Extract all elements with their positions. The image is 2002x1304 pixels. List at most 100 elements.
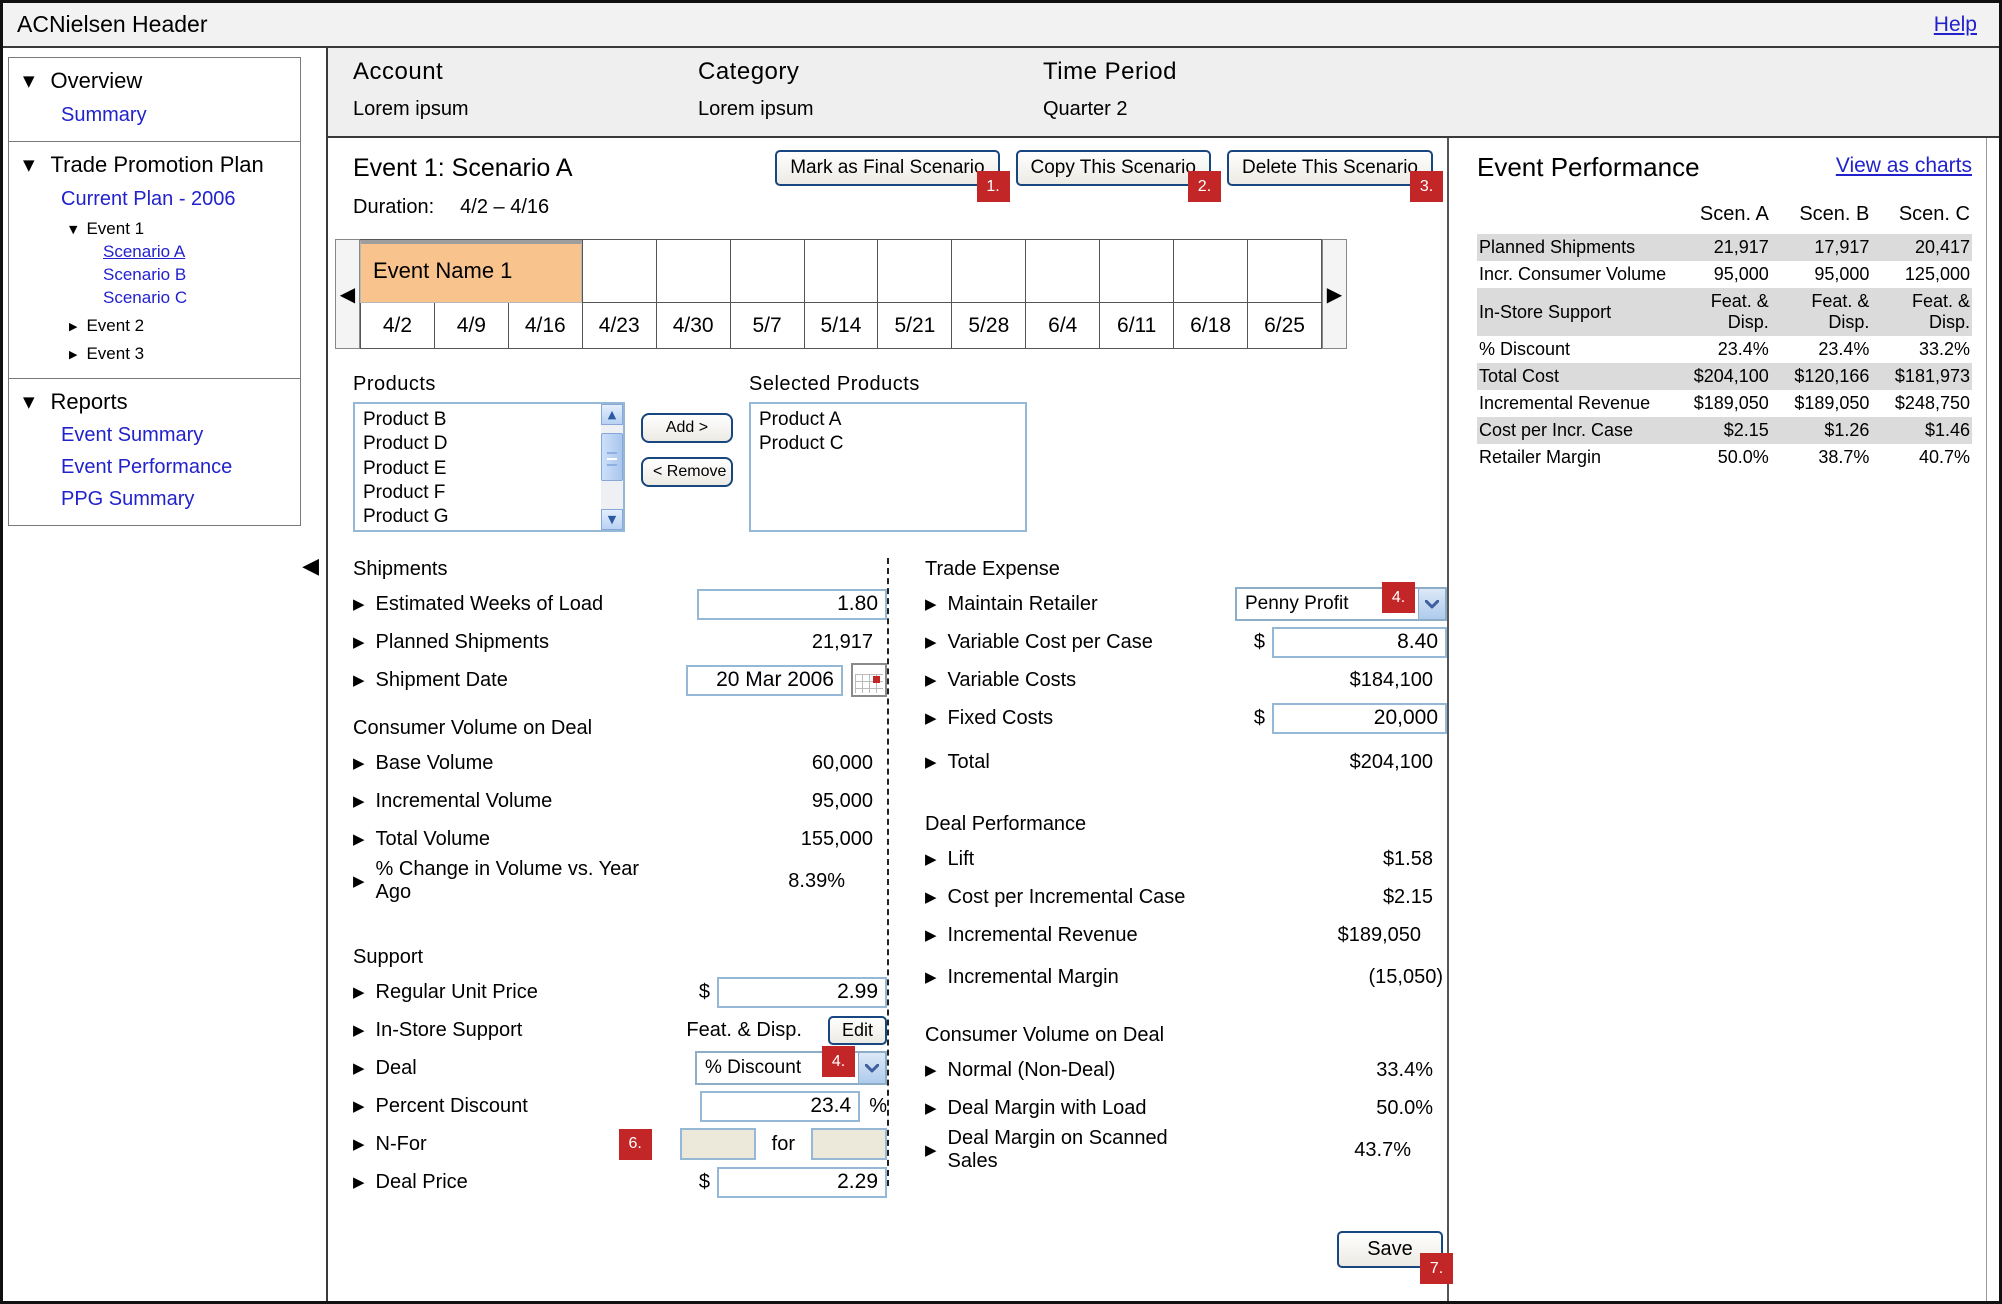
annotation-badge-3: 3. (1410, 171, 1443, 202)
tree-item-event-3[interactable]: ▶ Event 3 (69, 344, 300, 364)
consumer-volume-section-title: Consumer Volume on Deal (353, 717, 887, 740)
sidebar-item-current-plan[interactable]: Current Plan - 2006 (61, 188, 300, 211)
scroll-down-icon[interactable]: ▼ (601, 509, 623, 530)
row-triangle-icon: ▶ (925, 753, 937, 771)
help-link[interactable]: Help (1934, 13, 1977, 37)
list-item[interactable]: Product B (363, 408, 601, 432)
mark-final-scenario-button[interactable]: Mark as Final Scenario 1. (775, 150, 999, 186)
chevron-down-icon[interactable] (858, 1053, 885, 1083)
row-triangle-icon: ▶ (925, 1061, 937, 1079)
list-item[interactable]: Product G (363, 505, 601, 529)
main-area: Account Lorem ipsum Category Lorem ipsum… (326, 48, 1999, 1302)
list-item[interactable]: Product A (759, 408, 1025, 432)
n-for-price-input[interactable] (811, 1128, 887, 1160)
selected-products-listbox[interactable]: Product A Product C (749, 402, 1027, 532)
time-period-label: Time Period (1043, 58, 1388, 86)
table-row: Cost per Incr. Case$2.15$1.26$1.46 (1477, 417, 1972, 444)
sidebar-reports-header[interactable]: ▼ Reports (9, 379, 300, 415)
percent-discount-label: Percent Discount (376, 1095, 528, 1118)
sidebar-section-reports: ▼ Reports Event Summary Event Performanc… (8, 378, 301, 526)
add-product-button[interactable]: Add > (641, 413, 733, 443)
sidebar-item-event-performance[interactable]: Event Performance (61, 456, 300, 479)
tree-item-event-1[interactable]: ▼ Event 1 (69, 219, 300, 239)
row-triangle-icon: ▶ (353, 754, 365, 772)
timeline-scroll-left-icon[interactable]: ◀ (335, 239, 360, 349)
event-performance-table: Scen. A Scen. B Scen. C Planned Shipment… (1477, 199, 1972, 471)
duration-label: Duration: (353, 196, 434, 219)
tree-item-scenario-a[interactable]: Scenario A (103, 242, 300, 262)
deal-label: Deal (376, 1057, 417, 1080)
deal-type-dropdown[interactable]: % Discount 4. (695, 1051, 887, 1085)
form-column-left: Shipments ▶Estimated Weeks of Load ▶Plan… (353, 558, 887, 1268)
list-item[interactable]: Product D (363, 432, 601, 456)
app-title: ACNielsen Header (17, 11, 207, 38)
deal-price-input[interactable] (717, 1167, 887, 1198)
row-triangle-icon: ▶ (925, 850, 937, 868)
variable-cost-per-case-input[interactable] (1272, 627, 1447, 658)
view-as-charts-link[interactable]: View as charts (1836, 152, 1972, 178)
percent-discount-input[interactable] (700, 1091, 860, 1122)
chevron-down-icon[interactable] (1418, 589, 1445, 619)
timeline-scroll-right-icon[interactable]: ▶ (1322, 239, 1347, 349)
sidebar-section-plan: ▼ Trade Promotion Plan Current Plan - 20… (8, 141, 301, 379)
calendar-icon[interactable] (851, 663, 887, 697)
incremental-margin-label: Incremental Margin (948, 966, 1119, 989)
sidebar-collapse-icon[interactable]: ◀ (302, 554, 319, 579)
regular-unit-price-input[interactable] (717, 977, 887, 1008)
sidebar-item-summary[interactable]: Summary (61, 104, 300, 127)
scrollbar-thumb[interactable] (601, 433, 623, 481)
annotation-badge-4b: 4. (1382, 582, 1415, 613)
shipment-date-input[interactable] (686, 665, 843, 696)
sidebar-item-event-summary[interactable]: Event Summary (61, 424, 300, 447)
sidebar-section-overview: ▼ Overview Summary (8, 57, 301, 142)
tree-item-scenario-b[interactable]: Scenario B (103, 265, 300, 285)
incremental-revenue-value: $189,050 (1338, 924, 1447, 947)
list-item[interactable]: Product C (759, 432, 1025, 456)
list-item[interactable]: Product F (363, 481, 601, 505)
sidebar-overview-header[interactable]: ▼ Overview (9, 58, 300, 94)
cost-per-incremental-case-value: $2.15 (1383, 886, 1447, 909)
list-item[interactable]: Product E (363, 457, 601, 481)
column-scen-b: Scen. B (1771, 199, 1872, 234)
sidebar-item-ppg-summary[interactable]: PPG Summary (61, 488, 300, 511)
deal-performance-section-title: Deal Performance (925, 813, 1447, 836)
fixed-costs-input[interactable] (1272, 703, 1447, 734)
scroll-up-icon[interactable]: ▲ (601, 404, 623, 425)
copy-scenario-button[interactable]: Copy This Scenario 2. (1016, 150, 1211, 186)
edit-in-store-support-button[interactable]: Edit (828, 1016, 887, 1045)
scrollbar-track[interactable] (601, 425, 623, 509)
table-row: In-Store SupportFeat. & Disp.Feat. & Dis… (1477, 288, 1972, 336)
category-label: Category (698, 58, 1043, 86)
shipment-date-label: Shipment Date (376, 669, 508, 692)
form-column-right: Trade Expense ▶Maintain Retailer Penny P… (925, 558, 1447, 1268)
sidebar-plan-header[interactable]: ▼ Trade Promotion Plan (9, 142, 300, 178)
maintain-retailer-dropdown[interactable]: Penny Profit 4. (1235, 587, 1447, 621)
weeks-of-load-input[interactable] (697, 589, 887, 620)
deal-margin-scanned-sales-value: 43.7% (1354, 1139, 1447, 1162)
overview-title: Overview (51, 68, 143, 94)
table-header-row: Scen. A Scen. B Scen. C (1477, 199, 1972, 234)
timeline-date: 5/21 (878, 302, 951, 348)
n-for-quantity-input[interactable] (680, 1128, 756, 1160)
lift-label: Lift (948, 848, 975, 871)
row-triangle-icon: ▶ (353, 1097, 365, 1115)
timeline-date: 6/4 (1026, 302, 1099, 348)
row-triangle-icon: ▶ (925, 595, 937, 613)
column-scen-a: Scen. A (1670, 199, 1771, 234)
scenario-title: Event 1: Scenario A (353, 150, 775, 183)
products-listbox[interactable]: Product B Product D Product E Product F … (353, 402, 625, 532)
listbox-scrollbar[interactable]: ▲ ▼ (601, 404, 623, 530)
save-button[interactable]: Save 7. (1337, 1231, 1443, 1268)
tree-item-event-2[interactable]: ▶ Event 2 (69, 316, 300, 336)
event-bar[interactable]: Event Name 1 (360, 240, 582, 303)
total-value: $204,100 (1350, 751, 1447, 774)
collapse-triangle-icon: ▼ (23, 156, 35, 174)
remove-product-button[interactable]: < Remove (641, 457, 733, 487)
table-row: % Discount23.4%23.4%33.2% (1477, 336, 1972, 363)
row-triangle-icon: ▶ (925, 1099, 937, 1117)
time-period-value: Quarter 2 (1043, 98, 1388, 121)
tree-item-scenario-c[interactable]: Scenario C (103, 288, 300, 308)
event-performance-panel: Event Performance View as charts Scen. A… (1447, 138, 1987, 1302)
delete-scenario-button[interactable]: Delete This Scenario 3. (1227, 150, 1433, 186)
row-triangle-icon: ▶ (353, 1021, 365, 1039)
